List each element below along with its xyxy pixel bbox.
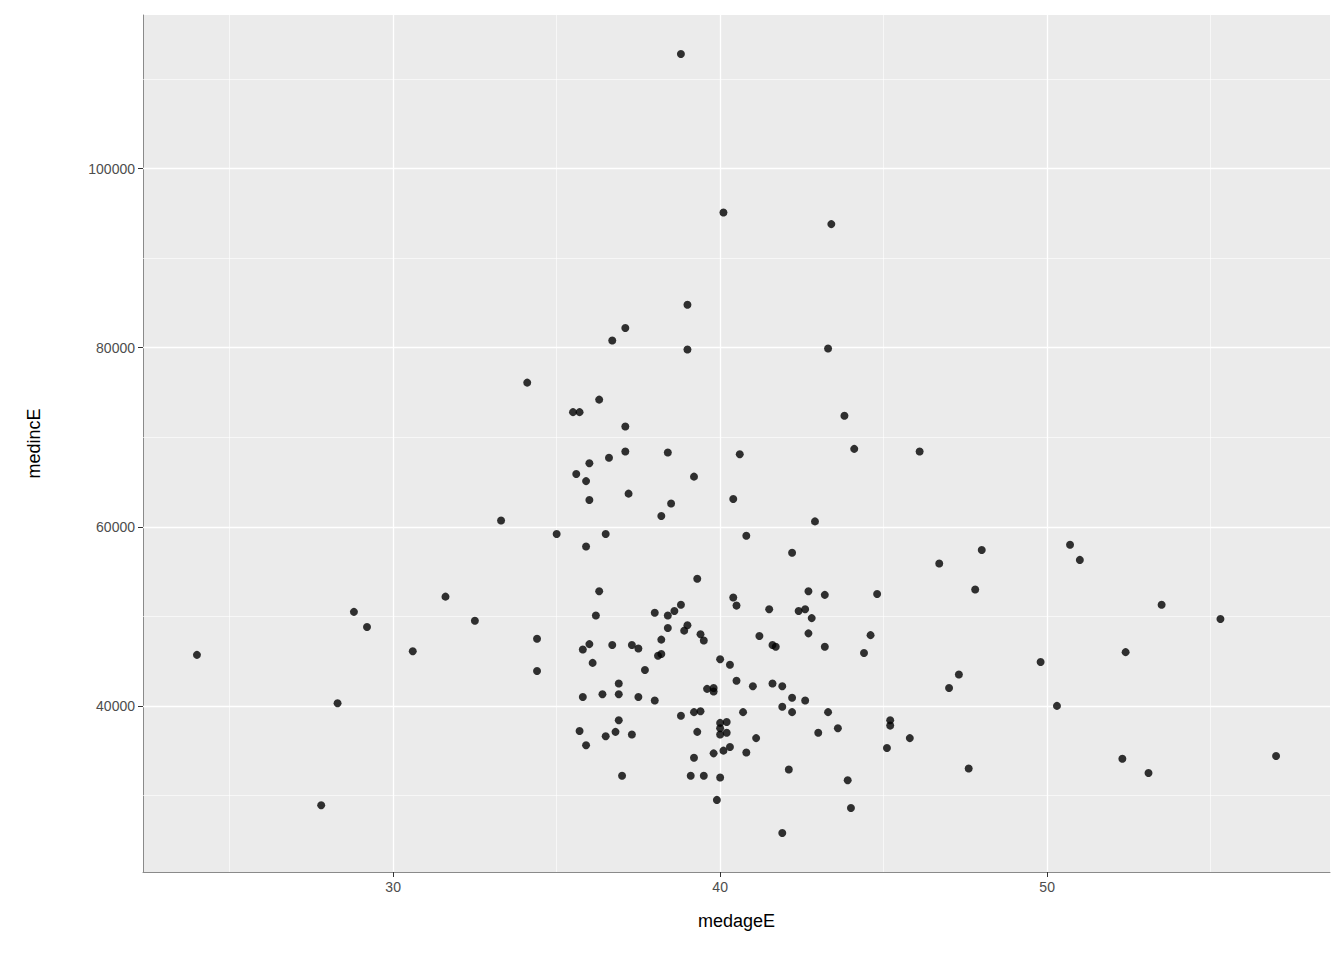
- svg-text:60000: 60000: [96, 519, 135, 535]
- svg-text:80000: 80000: [96, 340, 135, 356]
- svg-text:100000: 100000: [88, 161, 135, 177]
- svg-text:medageE: medageE: [698, 911, 775, 931]
- svg-text:medincE: medincE: [24, 408, 44, 478]
- svg-text:40: 40: [712, 879, 728, 895]
- svg-text:40000: 40000: [96, 698, 135, 714]
- svg-text:30: 30: [385, 879, 401, 895]
- svg-text:50: 50: [1039, 879, 1055, 895]
